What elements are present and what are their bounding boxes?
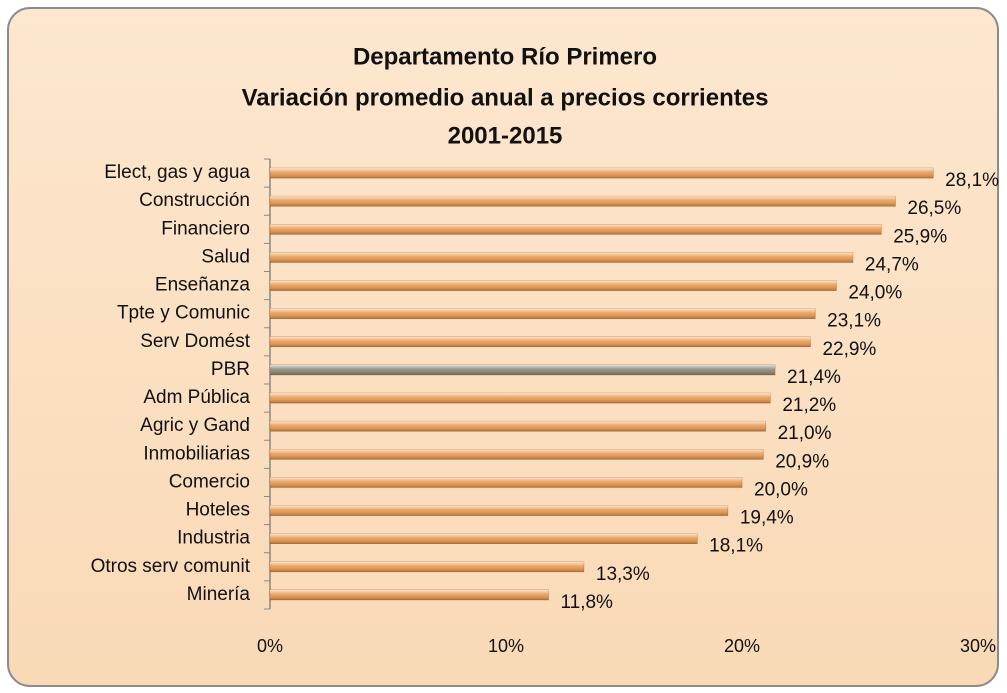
bar — [269, 195, 896, 207]
value-label: 25,9% — [893, 226, 947, 247]
value-label: 22,9% — [822, 339, 876, 360]
value-label: 24,0% — [848, 283, 902, 304]
bar — [269, 589, 549, 601]
bar — [269, 364, 776, 376]
value-label: 21,2% — [782, 395, 836, 416]
y-tick-label: Industria — [177, 528, 250, 549]
value-label: 23,1% — [827, 311, 881, 332]
value-label: 19,4% — [740, 508, 794, 529]
value-label: 21,0% — [778, 423, 832, 444]
x-tick-label: 10% — [488, 636, 524, 656]
x-tick-label: 30% — [960, 636, 996, 656]
chart-title: Departamento Río Primero — [353, 43, 657, 70]
value-label: 28,1% — [945, 170, 999, 191]
bar — [269, 477, 743, 488]
y-tick-label: Construcción — [139, 190, 250, 211]
value-label: 24,7% — [865, 254, 919, 275]
bar — [269, 392, 771, 404]
value-label: 18,1% — [709, 536, 763, 557]
value-label: 13,3% — [596, 564, 650, 585]
value-label: 26,5% — [907, 198, 961, 219]
bar — [269, 252, 854, 263]
y-tick-label: Elect, gas y agua — [104, 162, 250, 183]
value-label: 21,4% — [787, 367, 841, 388]
value-label: 20,9% — [775, 451, 829, 472]
bar — [269, 561, 585, 573]
y-tick-label: Otros serv comunit — [91, 556, 251, 577]
y-tick-label: Hoteles — [186, 500, 250, 521]
y-tick-label: Serv Domést — [140, 331, 251, 352]
bar — [269, 336, 811, 348]
bar — [269, 280, 837, 291]
bar — [269, 533, 698, 544]
bar — [269, 308, 816, 319]
value-label: 20,0% — [754, 479, 808, 500]
x-tick-label: 20% — [724, 636, 760, 656]
bar — [269, 224, 882, 235]
y-tick-label: Financiero — [161, 218, 250, 239]
y-tick-label: Agric y Gand — [140, 415, 250, 436]
value-label: 11,8% — [560, 592, 613, 613]
y-tick-label: Adm Pública — [143, 387, 250, 408]
bar — [269, 505, 729, 516]
y-tick-label: Tpte y Comunic — [117, 303, 250, 324]
chart-title: 2001-2015 — [448, 122, 563, 149]
bar — [269, 167, 934, 179]
y-tick-label: Salud — [201, 246, 250, 267]
x-tick-label: 0% — [257, 636, 283, 656]
y-tick-label: Minería — [187, 584, 251, 605]
bar — [269, 420, 766, 432]
y-tick-label: PBR — [211, 359, 250, 380]
y-tick-label: Comercio — [169, 471, 250, 492]
y-tick-label: Inmobiliarias — [143, 443, 250, 464]
chart-title: Variación promedio anual a precios corri… — [242, 84, 769, 111]
bar — [269, 449, 764, 460]
y-tick-label: Enseñanza — [155, 275, 251, 296]
